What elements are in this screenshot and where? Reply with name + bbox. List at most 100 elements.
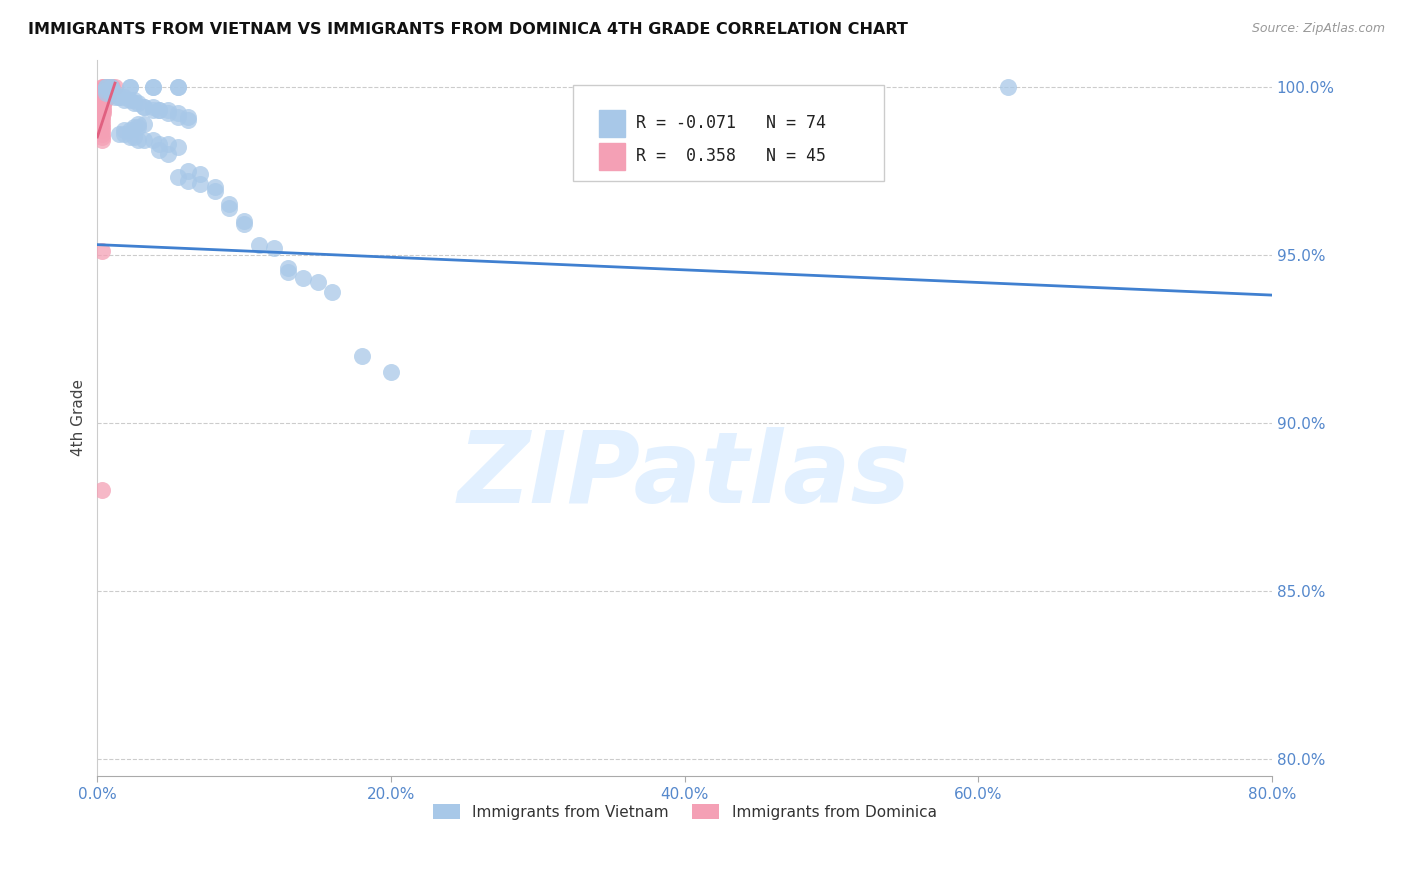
Point	[167, 106, 190, 120]
Point	[118, 79, 141, 94]
Point	[118, 130, 141, 145]
Point	[167, 79, 190, 94]
Point	[93, 89, 115, 103]
Point	[122, 120, 145, 134]
Point	[997, 79, 1019, 94]
Point	[177, 174, 200, 188]
Point	[156, 103, 179, 117]
Point	[97, 87, 120, 101]
Point	[96, 79, 118, 94]
Point	[247, 237, 270, 252]
Point	[97, 89, 120, 103]
Point	[167, 140, 190, 154]
Point	[142, 79, 165, 94]
Point	[218, 201, 240, 215]
Point	[156, 106, 179, 120]
Point	[156, 136, 179, 151]
Point	[90, 103, 112, 117]
Point	[122, 93, 145, 107]
Point	[167, 170, 190, 185]
Point	[118, 123, 141, 137]
Point	[98, 79, 121, 94]
Point	[148, 103, 170, 117]
Point	[167, 110, 190, 124]
Point	[148, 103, 170, 117]
Point	[100, 79, 122, 94]
Point	[204, 180, 226, 194]
Point	[177, 113, 200, 128]
Point	[127, 120, 149, 134]
Point	[108, 89, 131, 103]
Point	[134, 116, 156, 130]
Point	[90, 96, 112, 111]
Point	[91, 87, 114, 101]
Bar	[599, 110, 624, 136]
Point	[233, 214, 256, 228]
Point	[90, 87, 112, 101]
Point	[127, 133, 149, 147]
Point	[142, 103, 165, 117]
Point	[93, 83, 115, 97]
Point	[177, 163, 200, 178]
Point	[112, 123, 135, 137]
Point	[90, 89, 112, 103]
Point	[93, 79, 115, 94]
Point	[263, 241, 285, 255]
Point	[127, 116, 149, 130]
Point	[122, 130, 145, 145]
Point	[108, 127, 131, 141]
Point	[90, 116, 112, 130]
Point	[118, 93, 141, 107]
Point	[97, 83, 120, 97]
Point	[91, 89, 114, 103]
Point	[90, 123, 112, 137]
Point	[291, 271, 314, 285]
Point	[91, 93, 114, 107]
Point	[112, 93, 135, 107]
Point	[177, 110, 200, 124]
Point	[96, 89, 118, 103]
Point	[90, 127, 112, 141]
Point	[91, 96, 114, 111]
Point	[90, 83, 112, 97]
Point	[90, 93, 112, 107]
Point	[90, 133, 112, 147]
Point	[100, 83, 122, 97]
Y-axis label: 4th Grade: 4th Grade	[72, 379, 86, 457]
Point	[277, 264, 299, 278]
Point	[233, 218, 256, 232]
Point	[142, 100, 165, 114]
Point	[156, 146, 179, 161]
Point	[307, 275, 329, 289]
Point	[380, 366, 402, 380]
Point	[167, 79, 190, 94]
Point	[188, 167, 211, 181]
Point	[142, 133, 165, 147]
Point	[93, 87, 115, 101]
Point	[127, 96, 149, 111]
Point	[100, 79, 122, 94]
Point	[90, 244, 112, 259]
Point	[134, 100, 156, 114]
Point	[148, 136, 170, 151]
Text: ZIPatlas: ZIPatlas	[458, 426, 911, 524]
Point	[91, 103, 114, 117]
Point	[97, 79, 120, 94]
Text: IMMIGRANTS FROM VIETNAM VS IMMIGRANTS FROM DOMINICA 4TH GRADE CORRELATION CHART: IMMIGRANTS FROM VIETNAM VS IMMIGRANTS FR…	[28, 22, 908, 37]
Point	[118, 79, 141, 94]
Point	[90, 113, 112, 128]
Point	[96, 83, 118, 97]
Point	[93, 93, 115, 107]
Point	[104, 87, 127, 101]
Point	[90, 483, 112, 498]
Point	[134, 133, 156, 147]
Point	[122, 96, 145, 111]
Text: R =  0.358   N = 45: R = 0.358 N = 45	[637, 147, 827, 165]
FancyBboxPatch shape	[574, 85, 884, 181]
Point	[188, 177, 211, 191]
Point	[96, 87, 118, 101]
Point	[100, 79, 122, 94]
Point	[101, 79, 124, 94]
Point	[112, 127, 135, 141]
Point	[90, 110, 112, 124]
